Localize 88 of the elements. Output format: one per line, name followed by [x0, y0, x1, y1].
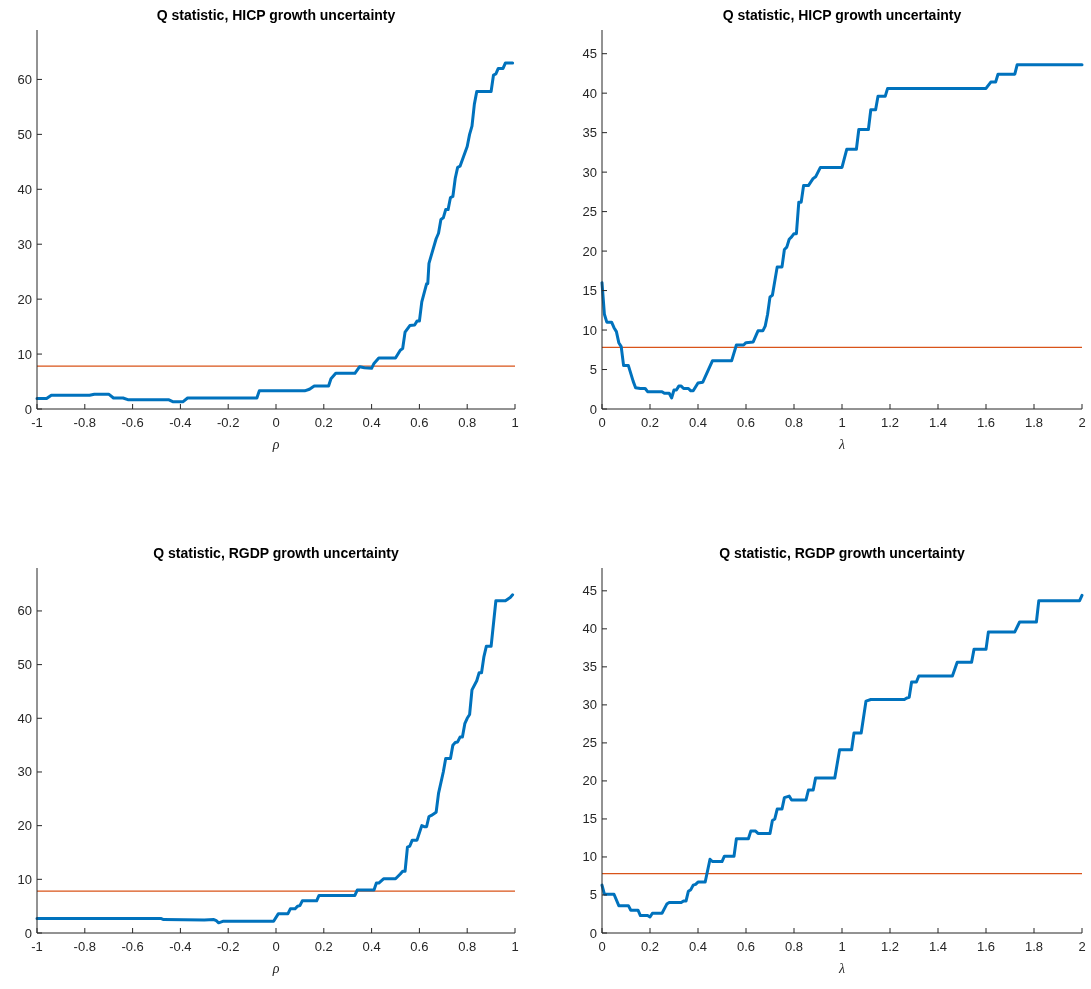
y-tick-label: 35	[582, 125, 597, 141]
y-tick-label: 45	[582, 46, 597, 62]
y-tick-label: 20	[17, 291, 32, 307]
x-tick-label: -0.4	[169, 415, 192, 430]
y-tick-label: 60	[17, 71, 32, 87]
x-tick-label: 1.2	[880, 939, 900, 954]
x-tick-label: 1.8	[1024, 415, 1044, 430]
x-tick-label: -0.8	[73, 415, 96, 430]
x-tick-label: -0.6	[121, 939, 144, 954]
y-tick-label: 20	[582, 773, 597, 789]
x-tick-label: 0.2	[640, 939, 660, 954]
y-tick-label: 60	[17, 603, 32, 619]
y-tick-label: 0	[24, 925, 32, 941]
x-tick-label: 1.4	[928, 415, 948, 430]
y-tick-label: 15	[582, 283, 597, 299]
y-tick-label: 40	[17, 181, 32, 197]
x-tick-label: 0.8	[458, 415, 477, 430]
x-tick-label: 0.2	[314, 939, 333, 954]
x-tick-label: -0.8	[73, 939, 96, 954]
x-tick-label: 0.6	[736, 939, 756, 954]
x-tick-label: 1.2	[880, 415, 900, 430]
x-tick-label: 0	[272, 415, 280, 430]
chart-title: Q statistic, RGDP growth uncertainty	[719, 545, 965, 561]
y-tick-label: 50	[17, 126, 32, 142]
y-tick-label: 10	[17, 346, 32, 362]
y-tick-label: 5	[589, 362, 597, 378]
x-tick-label: 0.8	[458, 939, 477, 954]
x-tick-label: 0.4	[362, 415, 381, 430]
x-tick-label: -1	[31, 415, 43, 430]
x-tick-label: 1.6	[976, 415, 996, 430]
x-tick-label: 1	[838, 939, 846, 954]
x-tick-label: -0.4	[169, 939, 192, 954]
y-tick-label: 40	[17, 710, 32, 726]
x-tick-label: 1.8	[1024, 939, 1044, 954]
y-tick-label: 0	[589, 925, 597, 941]
y-tick-label: 10	[582, 849, 597, 865]
x-tick-label: 0.4	[688, 415, 708, 430]
x-tick-label: 0.2	[640, 415, 660, 430]
x-tick-label: 0.6	[410, 415, 429, 430]
line-series	[600, 593, 1084, 919]
x-tick-label: 1.6	[976, 939, 996, 954]
x-tick-label: 2	[1078, 939, 1086, 954]
y-tick-label: 0	[24, 401, 32, 417]
x-tick-label: 0.8	[784, 415, 804, 430]
y-tick-label: 35	[582, 659, 597, 675]
x-tick-label: -1	[31, 939, 43, 954]
x-tick-label: 0	[272, 939, 280, 954]
line-series	[600, 63, 1084, 400]
x-tick-label: 0.6	[736, 415, 756, 430]
y-tick-label: 10	[17, 871, 32, 887]
x-tick-label: -0.6	[121, 415, 144, 430]
x-axis-title: λ	[837, 961, 846, 976]
y-tick-label: 25	[582, 204, 597, 220]
y-tick-label: 5	[589, 887, 597, 903]
y-tick-label: 30	[17, 236, 32, 252]
x-tick-label: 0.8	[784, 939, 804, 954]
x-tick-label: 1	[511, 939, 519, 954]
y-tick-label: 40	[582, 621, 597, 637]
x-axis-title: λ	[837, 437, 846, 452]
x-tick-label: 1.4	[928, 939, 948, 954]
chart-title: Q statistic, RGDP growth uncertainty	[153, 545, 399, 561]
y-tick-label: 45	[582, 583, 597, 599]
x-tick-label: 1	[511, 415, 519, 430]
line-series	[35, 61, 515, 404]
y-tick-label: 0	[589, 401, 597, 417]
y-tick-label: 15	[582, 811, 597, 827]
line-series	[35, 593, 515, 925]
y-tick-label: 30	[582, 697, 597, 713]
y-tick-label: 20	[17, 818, 32, 834]
y-tick-label: 25	[582, 735, 597, 751]
x-tick-label: 0.2	[314, 415, 333, 430]
x-axis-title: ρ	[271, 961, 280, 976]
y-tick-label: 10	[582, 322, 597, 338]
x-axis-title: ρ	[271, 437, 280, 452]
y-tick-label: 30	[582, 164, 597, 180]
x-tick-label: -0.2	[217, 415, 240, 430]
y-tick-label: 20	[582, 243, 597, 259]
x-tick-label: 0.4	[688, 939, 708, 954]
x-tick-label: 2	[1078, 415, 1086, 430]
x-tick-label: -0.2	[217, 939, 240, 954]
chart-title: Q statistic, HICP growth uncertainty	[722, 7, 962, 23]
x-tick-label: 0.4	[362, 939, 381, 954]
y-tick-label: 50	[17, 657, 32, 673]
x-tick-label: 1	[838, 415, 846, 430]
y-tick-label: 30	[17, 764, 32, 780]
chart-title: Q statistic, HICP growth uncertainty	[156, 7, 396, 23]
y-tick-label: 40	[582, 85, 597, 101]
x-tick-label: 0.6	[410, 939, 429, 954]
